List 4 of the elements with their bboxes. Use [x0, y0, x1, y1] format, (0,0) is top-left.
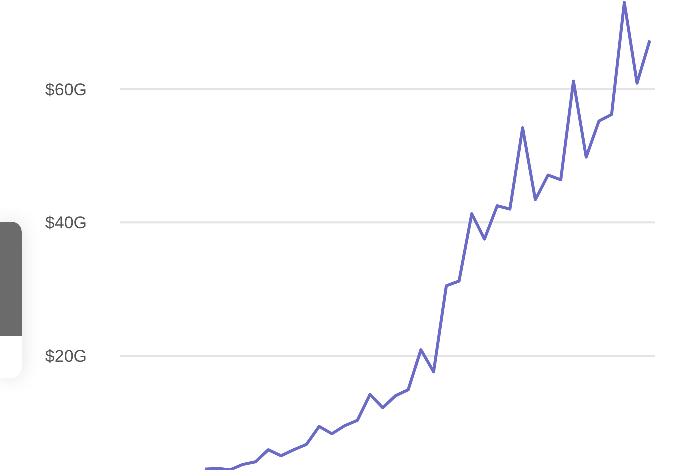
y-tick-label: $20G: [45, 347, 87, 366]
line-series: [204, 1, 652, 470]
y-tick-label: $60G: [45, 80, 87, 100]
y-tick-label: $40G: [45, 214, 87, 233]
